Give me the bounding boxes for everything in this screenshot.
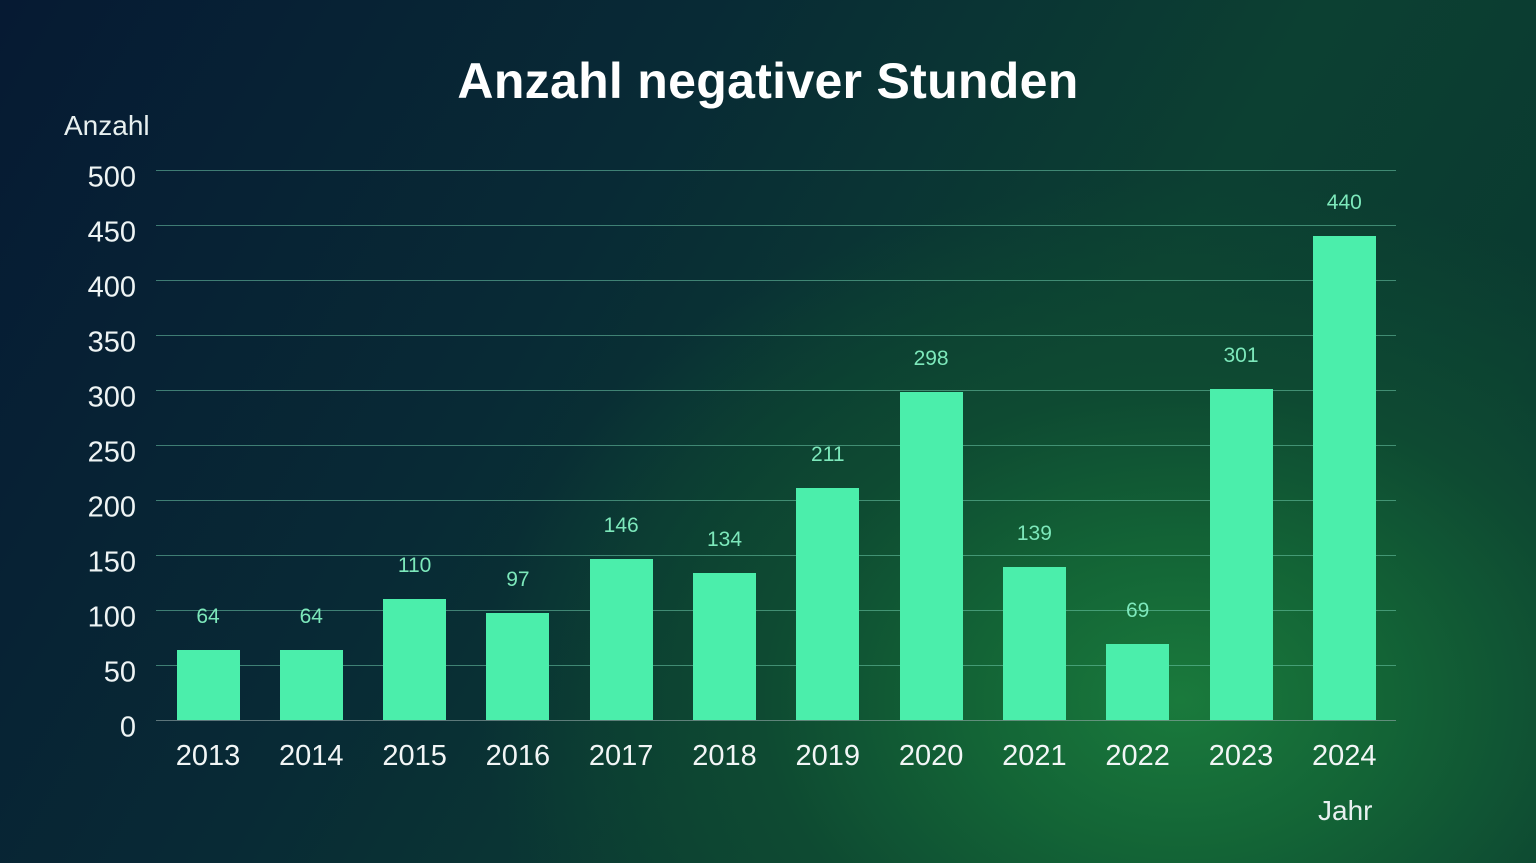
- y-tick-label: 350: [87, 326, 136, 359]
- y-tick-label: 300: [87, 381, 136, 414]
- y-tick-label: 100: [87, 601, 136, 634]
- gridline: [156, 665, 1396, 666]
- y-tick-label: 0: [119, 711, 136, 744]
- x-axis-label: Jahr: [1318, 795, 1373, 826]
- x-tick-label: 2018: [692, 740, 757, 772]
- x-tick-label: 2015: [382, 740, 447, 772]
- gridline: [156, 610, 1396, 611]
- bar-value-label: 110: [397, 554, 432, 577]
- x-tick-label: 2023: [1208, 740, 1274, 772]
- y-tick-label: 450: [87, 216, 136, 249]
- y-tick-label: 200: [87, 491, 136, 524]
- gridline: [156, 555, 1396, 556]
- y-tick-label: 500: [87, 161, 136, 194]
- bar-2023: [1209, 388, 1273, 720]
- bar-value-label: 69: [1126, 599, 1150, 623]
- x-tick-label: 2016: [485, 740, 551, 772]
- x-tick-label: 2022: [1105, 740, 1170, 772]
- bar-value-label: 134: [706, 527, 743, 551]
- bar-2016: [486, 613, 550, 720]
- x-tick-label: 2017: [588, 740, 654, 772]
- gridline: [156, 500, 1396, 501]
- bar-2013: [176, 649, 240, 720]
- bar-value-label: 211: [811, 442, 845, 466]
- bar-value-label: 440: [1326, 191, 1362, 214]
- y-tick-label: 50: [103, 656, 136, 689]
- x-tick-label: 2013: [175, 740, 241, 772]
- bar-value-label: 64: [299, 604, 323, 628]
- bar-2017: [589, 559, 653, 720]
- bar-2021: [1002, 567, 1066, 720]
- y-axis-label: Anzahl: [64, 110, 150, 141]
- bar-value-label: 146: [603, 514, 639, 538]
- x-tick-label: 2024: [1312, 740, 1377, 772]
- x-tick-label: 2019: [795, 740, 861, 772]
- bar-2015: [383, 599, 447, 720]
- bar-2014: [279, 649, 343, 720]
- x-tick-label: 2021: [1002, 740, 1067, 772]
- x-tick-label: 2014: [279, 740, 344, 772]
- bar-value-label: 97: [506, 568, 530, 592]
- bar-2019: [796, 487, 860, 720]
- gridline: [156, 390, 1396, 391]
- bar-value-label: 64: [196, 604, 220, 628]
- gridline: [156, 225, 1396, 226]
- bar-2018: [693, 572, 756, 720]
- bar-2024: [1312, 236, 1376, 720]
- x-tick-label: 2020: [898, 740, 964, 772]
- bar-value-label: 139: [1016, 522, 1052, 546]
- bar-value-label: 301: [1223, 343, 1259, 367]
- bar-2020: [899, 392, 963, 720]
- y-tick-label: 150: [87, 546, 136, 579]
- chart-title: Anzahl negativer Stunden: [457, 53, 1079, 109]
- bar-value-label: 298: [913, 347, 949, 371]
- gridline: [156, 280, 1396, 281]
- plot-area: 64 64 110 97 146 134 211 298 139 69 301 440: [156, 170, 1396, 721]
- gridline: [156, 170, 1396, 171]
- y-tick-label: 400: [87, 271, 136, 304]
- y-tick-label: 250: [87, 436, 136, 469]
- bar-2022: [1106, 644, 1170, 720]
- gridline: [156, 720, 1396, 721]
- gridline: [156, 445, 1396, 446]
- gridline: [156, 335, 1396, 336]
